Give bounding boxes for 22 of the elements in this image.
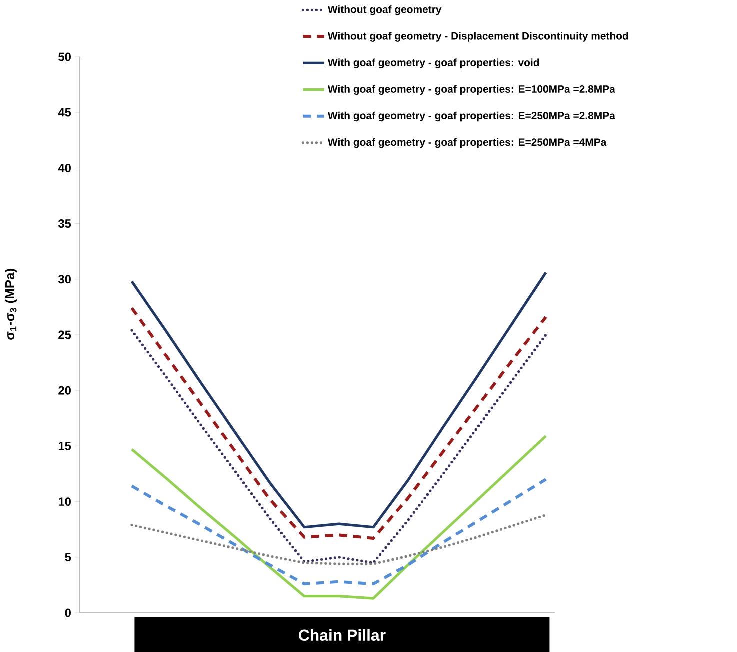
y-tick-label: 35 bbox=[58, 220, 72, 228]
y-tick-label: 15 bbox=[58, 442, 72, 450]
y-tick-label: 25 bbox=[58, 330, 72, 340]
y-tick-label: 10 bbox=[58, 498, 71, 506]
y-tick-label: 40 bbox=[58, 164, 71, 172]
line-series bbox=[130, 329, 548, 564]
legend-label: With goaf geometry - goaf properties: void bbox=[328, 58, 540, 68]
y-tick-label: 0 bbox=[65, 608, 71, 618]
legend-label: With goaf geometry - goaf properties: E=250MPa =4MPa bbox=[328, 138, 607, 148]
legend-label: Without goaf geometry - Displacement Discontinuity method bbox=[328, 32, 628, 42]
y-axis-title: σ$_{1}$-σ$_{3}$ (MPa) bbox=[5, 269, 18, 340]
y-tick-label: 5 bbox=[65, 553, 72, 562]
y-tick-label: 45 bbox=[58, 108, 72, 117]
legend-label: With goaf geometry - goaf properties: E=100MPa =2.8MPa bbox=[328, 85, 616, 96]
line-series bbox=[130, 271, 548, 529]
legend-label: With goaf geometry - goaf properties: E=250MPa =2.8MPa bbox=[328, 112, 616, 122]
y-tick-label: 30 bbox=[58, 275, 71, 284]
y-tick-label: 50 bbox=[58, 52, 71, 62]
legend-label: Without goaf geometry bbox=[328, 6, 442, 16]
x-axis-title: Chain Pillar bbox=[299, 629, 386, 642]
y-tick-label: 20 bbox=[58, 386, 71, 395]
line-series bbox=[130, 434, 548, 600]
